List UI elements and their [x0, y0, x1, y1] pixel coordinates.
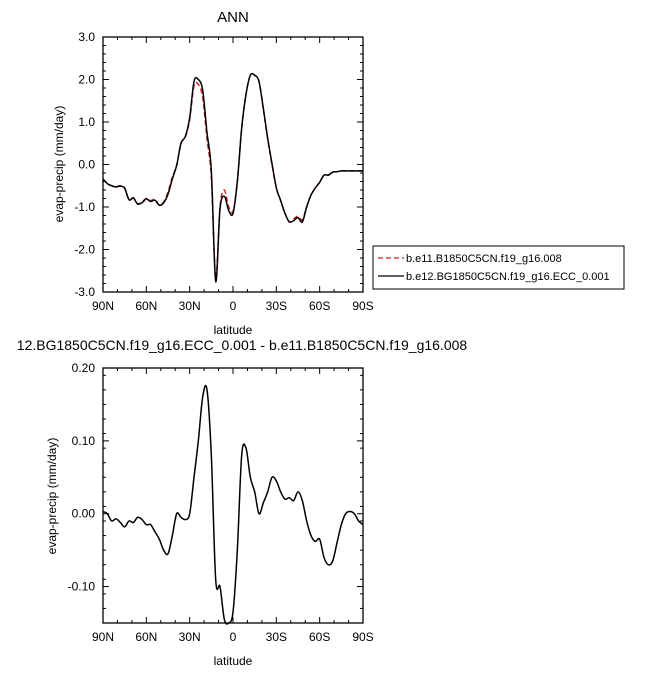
x-tick-label: 60S: [309, 630, 330, 644]
x-tick-label: 90S: [352, 630, 373, 644]
x-tick-label: 60S: [309, 299, 330, 313]
y-axis-label: evap-precip (mm/day): [52, 106, 66, 223]
y-tick-label: -3.0: [74, 285, 95, 299]
y-tick-label: 0.0: [78, 158, 95, 172]
x-tick-label: 90N: [92, 299, 114, 313]
legend-box: [372, 245, 625, 290]
chart-title: ANN: [217, 9, 249, 26]
x-tick-label: 30S: [266, 630, 287, 644]
y-tick-label: -2.0: [74, 243, 95, 257]
x-axis-label: latitude: [214, 323, 253, 337]
plot-frame: [102, 36, 364, 293]
x-tick-label: 90S: [352, 299, 373, 313]
x-tick-label: 0: [230, 299, 237, 313]
series-line-1: [102, 384, 364, 625]
x-tick-label: 90N: [92, 630, 114, 644]
x-tick-label: 60N: [135, 299, 157, 313]
y-tick-label: -0.10: [68, 580, 96, 594]
y-tick-label: 2.0: [78, 73, 95, 87]
y-axis-label: evap-precip (mm/day): [45, 438, 59, 555]
chart-panel-annual: ANN 90N 60N 30N 0 30S 60S 90S -3.0 -2.0 -1.0 0.0 1.…: [52, 9, 625, 337]
y-tick-label: 0.00: [72, 507, 96, 521]
legend-label-series-2: b.e12.BG1850C5CN.f19_g16.ECC_0.001: [406, 271, 610, 283]
x-tick-label: 30N: [179, 299, 201, 313]
series-line-2: [102, 72, 363, 283]
y-tick-label: 3.0: [78, 30, 95, 44]
legend: b.e11.B1850C5CN.f19_g16.008 b.e12.BG1850…: [372, 245, 625, 290]
x-tick-label: 30S: [266, 299, 287, 313]
chart-title: 12.BG1850C5CN.f19_g16.ECC_0.001 - b.e11.…: [17, 337, 468, 353]
legend-label-series-1: b.e11.B1850C5CN.f19_g16.008: [406, 253, 562, 265]
plot-area: 90N 60N 30N 0 30S 60S 90S -3.0 -2.0 -1.0 0.0 1.0 2.0…: [74, 30, 373, 313]
y-tick-label: 0.20: [72, 361, 96, 375]
y-tick-label: 0.10: [72, 434, 96, 448]
plot-area: 90N 60N 30N 0 30S 60S 90S -0.10 0.00 0.10 0.20: [68, 361, 374, 644]
y-tick-label: 1.0: [78, 115, 95, 129]
plot-frame: [102, 367, 364, 624]
x-tick-label: 30N: [179, 630, 201, 644]
x-tick-label: 0: [230, 630, 237, 644]
x-tick-label: 60N: [135, 630, 157, 644]
x-axis-label: latitude: [214, 654, 253, 668]
chart-panel-difference: 12.BG1850C5CN.f19_g16.ECC_0.001 - b.e11.…: [17, 337, 468, 668]
y-tick-label: -1.0: [74, 200, 95, 214]
